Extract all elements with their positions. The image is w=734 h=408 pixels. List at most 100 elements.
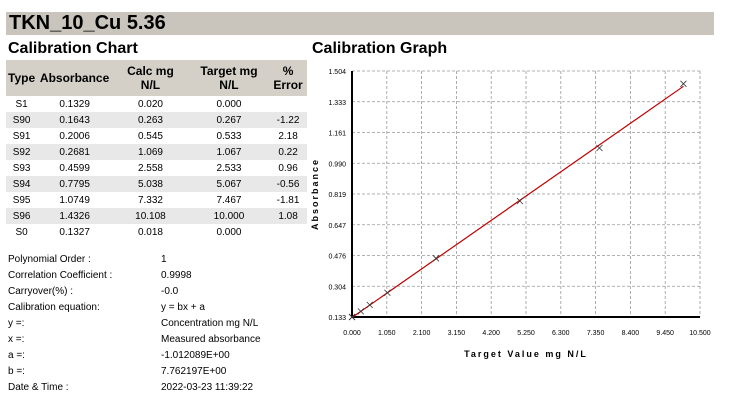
y-tick-label: 1.504 [328,69,346,76]
table-cell: 0.96 [278,162,298,174]
y-axis-label: Absorbance [310,158,320,230]
calibration-graph: 0.000 1.050 2.100 3.150 4.200 5.250 6.300 7.350… [310,69,711,359]
x-tick-label: 8.400 [622,330,640,337]
table-cell: 0.4599 [59,162,90,174]
x-tick-label: 2.100 [413,330,431,337]
x-tick-label: 6.300 [552,330,570,337]
info-value: 7.762197E+00 [161,366,227,377]
calibration-chart-heading: Calibration Chart [8,40,138,57]
info-label: y =: [8,318,25,329]
table-cell: 0.020 [137,98,163,110]
calibration-graph-heading: Calibration Graph [312,40,448,57]
table-cell: 1.0749 [59,194,90,206]
table-row: S94 0.7795 5.038 5.067 -0.56 [6,176,307,192]
table-cell: S90 [6,112,38,128]
info-row: b =: 7.762197E+00 [8,364,308,380]
table-cell: 0.1327 [59,226,90,238]
info-label: Calibration equation: [8,302,100,313]
table-cell: 0.267 [188,112,270,128]
table-cell: S91 [12,130,31,142]
x-tick-label: 5.250 [517,330,535,337]
table-cell: 5.067 [188,176,270,192]
table-row: S1 0.1329 0.020 0.000 [6,96,307,112]
table-row: S91 0.2006 0.545 0.533 2.18 [6,128,307,144]
col-absorbance: Absorbance [37,60,113,96]
table-cell: 7.332 [137,194,163,206]
info-row: Carryover(%) : -0.0 [8,284,308,300]
table-cell: 2.533 [216,162,242,174]
y-tick-label: 0.304 [328,284,346,291]
data-point [680,80,687,88]
calibration-info: Polynomial Order : 1 Correlation Coefficie… [8,252,308,396]
info-value: Concentration mg N/L [161,318,259,329]
info-value: 1 [161,254,167,265]
table-cell: 0.1329 [59,98,90,110]
info-label: x =: [8,334,25,345]
table-row: S96 1.4326 10.108 10.000 1.08 [6,208,307,224]
data-point [432,255,440,262]
table-row: S90 0.1643 0.263 0.267 -1.22 [6,112,307,128]
info-row: y =: Concentration mg N/L [8,316,308,332]
table-cell: 0.2681 [37,144,113,160]
data-point [516,197,524,205]
col-type: Type [6,60,38,96]
table-cell: 0.533 [216,130,242,142]
data-point [366,301,373,309]
table-cell: 1.067 [188,144,270,160]
col-calc: Calc mg N/L [112,60,189,96]
table-cell: 0.545 [137,130,163,142]
info-label: Date & Time : [8,382,69,393]
table-cell: 0.018 [137,226,163,238]
table-cell: 1.069 [112,144,189,160]
table-row: S95 1.0749 7.332 7.467 -1.81 [6,192,307,208]
table-cell: 0.1643 [37,112,113,128]
col-error: % Error [269,60,307,96]
info-row: Date & Time : 2022-03-23 11:39:22 [8,380,308,396]
table-row: S0 0.1327 0.018 0.000 [6,224,307,240]
x-tick-label: 9.450 [656,330,674,337]
y-tick-label: 1.333 [328,100,346,107]
info-value: -0.0 [161,286,179,297]
table-cell: -1.81 [276,194,300,206]
table-cell: S96 [6,208,38,224]
info-label: b =: [8,366,25,377]
table-cell: 10.108 [112,208,189,224]
table-cell: S95 [12,194,31,206]
table-cell: 0.000 [216,98,242,110]
table-cell: S0 [15,226,28,238]
info-value: Measured absorbance [161,334,261,345]
x-tick-label: 3.150 [448,330,466,337]
data-point [384,289,391,297]
x-tick-label: 0.000 [343,330,361,337]
table-row: S93 0.4599 2.558 2.533 0.96 [6,160,307,176]
info-label: a =: [8,350,25,361]
data-point [357,308,365,315]
table-cell: 7.467 [216,194,242,206]
table-cell: S92 [6,144,38,160]
y-tick-label: 0.133 [328,315,346,322]
y-tick-label: 1.161 [328,131,346,138]
page-title: TKN_10_Cu 5.36 [6,12,714,35]
x-tick-label: 10.500 [689,330,711,337]
table-cell: 2.558 [137,162,163,174]
x-axis-label: Target Value mg N/L [464,349,588,359]
table-row: S92 0.2681 1.069 1.067 0.22 [6,144,307,160]
y-tick-label: 0.990 [328,161,346,168]
data-point [596,144,603,152]
x-tick-label: 1.050 [378,330,396,337]
info-value: -1.012089E+00 [161,350,230,361]
y-tick-label: 0.476 [328,254,346,261]
info-label: Carryover(%) : [8,286,74,297]
table-cell: 0.7795 [37,176,113,192]
x-tick-label: 7.350 [587,330,605,337]
table-cell: S93 [12,162,31,174]
info-row: Polynomial Order : 1 [8,252,308,268]
info-value: 0.9998 [161,270,192,281]
table-cell: S1 [15,98,28,110]
info-row: Calibration equation: y = bx + a [8,300,308,316]
info-label: Polynomial Order : [8,254,91,265]
info-row: a =: -1.012089E+00 [8,348,308,364]
table-cell: S94 [6,176,38,192]
info-value: y = bx + a [161,302,205,313]
table-cell: -1.22 [269,112,307,128]
